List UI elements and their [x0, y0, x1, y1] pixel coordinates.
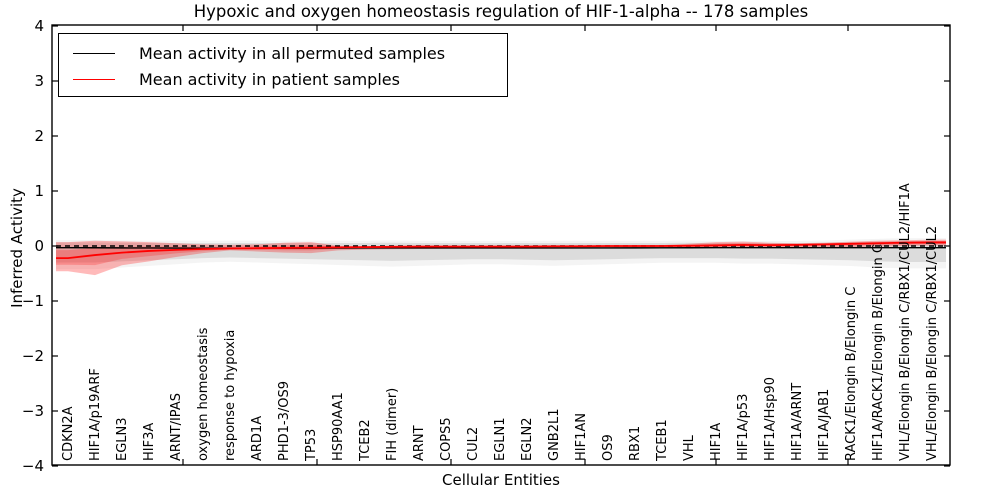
x-category-label: CUL2 — [466, 426, 481, 461]
x-category-label: response to hypoxia — [223, 329, 238, 461]
legend-item-permuted: Mean activity in all permuted samples — [73, 40, 507, 66]
y-tick-label: −4 — [21, 457, 44, 475]
y-tick-label: 2 — [34, 127, 44, 145]
x-category-label: PHD1-3/OS9 — [277, 381, 292, 461]
x-category-label: OS9 — [601, 434, 616, 461]
x-category-label: ARD1A — [250, 415, 265, 461]
x-category-label: HIF1A/p19ARF — [88, 368, 103, 461]
y-tick-label: −2 — [21, 347, 44, 365]
x-category-label: EGLN2 — [520, 417, 535, 461]
x-category-label: GNB2L1 — [547, 408, 562, 461]
x-category-label: COPS5 — [439, 417, 454, 461]
legend-line-swatch-black — [73, 52, 115, 54]
permuted-mean-line — [56, 246, 946, 249]
x-category-label: CDKN2A — [61, 406, 76, 461]
legend-item-patient: Mean activity in patient samples — [73, 66, 507, 92]
x-category-label: HIF1A — [709, 422, 724, 461]
x-category-label: HIF1A/Hsp90 — [763, 377, 778, 461]
x-category-label: ARNT — [412, 425, 427, 461]
legend: Mean activity in all permuted samples Me… — [58, 33, 508, 97]
x-category-label: EGLN1 — [493, 417, 508, 461]
y-tick-label: 4 — [34, 17, 44, 35]
legend-line-swatch-red — [73, 78, 115, 80]
legend-label: Mean activity in patient samples — [139, 69, 400, 89]
y-tick-label: −1 — [21, 292, 44, 310]
x-category-label: HSP90AA1 — [331, 392, 346, 461]
y-tick-label: 1 — [34, 182, 44, 200]
chart-title: Hypoxic and oxygen homeostasis regulatio… — [193, 2, 809, 21]
x-category-label: HIF1A/RACK1/Elongin B/Elongin C — [871, 244, 886, 461]
y-tick-label: −3 — [21, 402, 44, 420]
x-category-label: TP53 — [304, 428, 319, 461]
x-category-label: VHL/Elongin B/Elongin C/RBX1/CUL2 — [925, 225, 940, 461]
x-category-label: HIF1A/ARNT — [790, 382, 805, 461]
patient-band-inner — [56, 241, 946, 266]
y-tick-label: 3 — [34, 72, 44, 90]
x-category-label: TCEB1 — [655, 419, 670, 461]
x-category-label: HIF3A — [142, 422, 157, 461]
x-category-label: oxygen homeostasis — [196, 327, 211, 461]
x-category-label: HIF1A/p53 — [736, 393, 751, 461]
x-category-label: VHL/Elongin B/Elongin C/RBX1/CUL2/HIF1A — [898, 183, 913, 461]
legend-label: Mean activity in all permuted samples — [139, 43, 446, 63]
x-category-label: VHL — [682, 435, 697, 461]
x-category-label: HIF1AN — [574, 413, 589, 461]
x-category-label: TCEB2 — [358, 419, 373, 461]
axes-frame — [51, 24, 951, 466]
x-category-label: ARNT/IPAS — [169, 393, 184, 461]
patient-mean-line — [56, 241, 946, 260]
x-category-label: RBX1 — [628, 425, 643, 461]
y-tick-label: 0 — [34, 237, 44, 255]
x-category-label: EGLN3 — [115, 417, 130, 461]
x-category-label: RACK1/Elongin B/Elongin C — [844, 286, 859, 461]
x-category-label: HIF1A/JAB1 — [817, 388, 832, 461]
x-category-label: FIH (dimer) — [385, 387, 400, 461]
x-axis-label: Cellular Entities — [442, 471, 560, 489]
